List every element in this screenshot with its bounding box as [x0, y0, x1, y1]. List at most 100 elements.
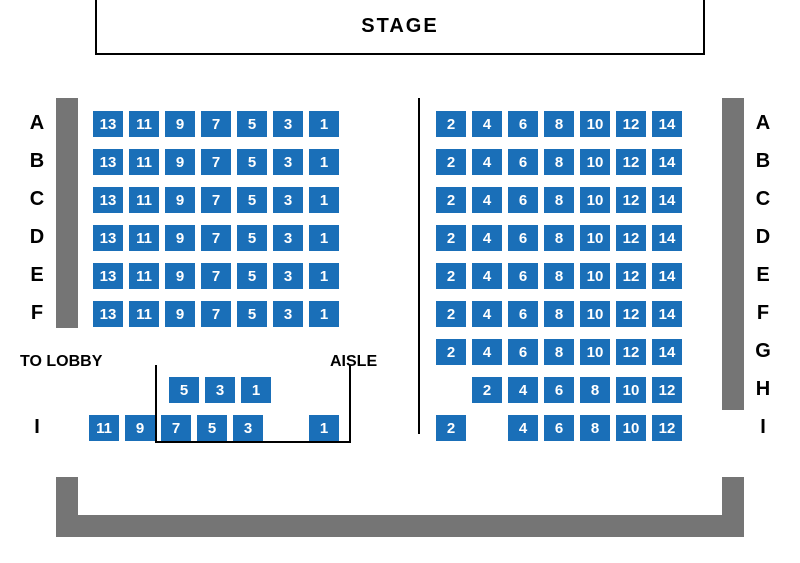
- seat-12[interactable]: 12: [651, 414, 683, 442]
- seat-14[interactable]: 14: [651, 338, 683, 366]
- seat-7[interactable]: 7: [200, 110, 232, 138]
- seat-11[interactable]: 11: [88, 414, 120, 442]
- seat-1[interactable]: 1: [308, 224, 340, 252]
- seat-12[interactable]: 12: [615, 300, 647, 328]
- seat-11[interactable]: 11: [128, 110, 160, 138]
- seat-6[interactable]: 6: [507, 338, 539, 366]
- seat-9[interactable]: 9: [164, 186, 196, 214]
- seat-6[interactable]: 6: [507, 110, 539, 138]
- seat-10[interactable]: 10: [579, 262, 611, 290]
- seat-12[interactable]: 12: [615, 224, 647, 252]
- seat-10[interactable]: 10: [579, 338, 611, 366]
- seat-7[interactable]: 7: [200, 224, 232, 252]
- seat-7[interactable]: 7: [200, 186, 232, 214]
- seat-2[interactable]: 2: [435, 148, 467, 176]
- seat-10[interactable]: 10: [579, 110, 611, 138]
- seat-6[interactable]: 6: [507, 262, 539, 290]
- seat-14[interactable]: 14: [651, 300, 683, 328]
- seat-5[interactable]: 5: [236, 148, 268, 176]
- seat-3[interactable]: 3: [272, 224, 304, 252]
- seat-10[interactable]: 10: [579, 300, 611, 328]
- seat-14[interactable]: 14: [651, 148, 683, 176]
- seat-2[interactable]: 2: [435, 414, 467, 442]
- seat-10[interactable]: 10: [615, 414, 647, 442]
- seat-11[interactable]: 11: [128, 186, 160, 214]
- seat-4[interactable]: 4: [471, 262, 503, 290]
- seat-10[interactable]: 10: [579, 224, 611, 252]
- seat-11[interactable]: 11: [128, 300, 160, 328]
- seat-12[interactable]: 12: [615, 262, 647, 290]
- seat-4[interactable]: 4: [471, 224, 503, 252]
- seat-2[interactable]: 2: [435, 262, 467, 290]
- seat-10[interactable]: 10: [579, 186, 611, 214]
- seat-9[interactable]: 9: [164, 148, 196, 176]
- seat-8[interactable]: 8: [579, 376, 611, 404]
- seat-2[interactable]: 2: [471, 376, 503, 404]
- seat-6[interactable]: 6: [507, 300, 539, 328]
- seat-2[interactable]: 2: [435, 300, 467, 328]
- seat-1[interactable]: 1: [308, 148, 340, 176]
- seat-7[interactable]: 7: [200, 300, 232, 328]
- seat-6[interactable]: 6: [507, 186, 539, 214]
- seat-8[interactable]: 8: [579, 414, 611, 442]
- seat-1[interactable]: 1: [308, 110, 340, 138]
- seat-8[interactable]: 8: [543, 110, 575, 138]
- seat-1[interactable]: 1: [308, 300, 340, 328]
- seat-5[interactable]: 5: [236, 300, 268, 328]
- seat-14[interactable]: 14: [651, 224, 683, 252]
- seat-4[interactable]: 4: [507, 376, 539, 404]
- seat-11[interactable]: 11: [128, 262, 160, 290]
- seat-8[interactable]: 8: [543, 148, 575, 176]
- seat-12[interactable]: 12: [651, 376, 683, 404]
- seat-4[interactable]: 4: [471, 148, 503, 176]
- seat-14[interactable]: 14: [651, 186, 683, 214]
- seat-9[interactable]: 9: [164, 300, 196, 328]
- seat-3[interactable]: 3: [272, 300, 304, 328]
- seat-3[interactable]: 3: [272, 186, 304, 214]
- seat-10[interactable]: 10: [579, 148, 611, 176]
- seat-13[interactable]: 13: [92, 300, 124, 328]
- seat-13[interactable]: 13: [92, 110, 124, 138]
- seat-4[interactable]: 4: [471, 338, 503, 366]
- seat-1[interactable]: 1: [308, 186, 340, 214]
- seat-6[interactable]: 6: [507, 148, 539, 176]
- seat-12[interactable]: 12: [615, 110, 647, 138]
- seat-8[interactable]: 8: [543, 338, 575, 366]
- seat-8[interactable]: 8: [543, 224, 575, 252]
- seat-6[interactable]: 6: [543, 376, 575, 404]
- seat-14[interactable]: 14: [651, 262, 683, 290]
- seat-13[interactable]: 13: [92, 148, 124, 176]
- seat-9[interactable]: 9: [164, 224, 196, 252]
- seat-6[interactable]: 6: [507, 224, 539, 252]
- seat-5[interactable]: 5: [236, 186, 268, 214]
- seat-4[interactable]: 4: [471, 110, 503, 138]
- seat-3[interactable]: 3: [272, 148, 304, 176]
- seat-13[interactable]: 13: [92, 262, 124, 290]
- seat-2[interactable]: 2: [435, 110, 467, 138]
- seat-14[interactable]: 14: [651, 110, 683, 138]
- seat-7[interactable]: 7: [200, 148, 232, 176]
- seat-2[interactable]: 2: [435, 338, 467, 366]
- seat-11[interactable]: 11: [128, 148, 160, 176]
- seat-5[interactable]: 5: [236, 262, 268, 290]
- seat-1[interactable]: 1: [308, 262, 340, 290]
- seat-11[interactable]: 11: [128, 224, 160, 252]
- seat-8[interactable]: 8: [543, 300, 575, 328]
- seat-9[interactable]: 9: [124, 414, 156, 442]
- seat-8[interactable]: 8: [543, 262, 575, 290]
- seat-4[interactable]: 4: [471, 300, 503, 328]
- seat-13[interactable]: 13: [92, 186, 124, 214]
- seat-8[interactable]: 8: [543, 186, 575, 214]
- seat-5[interactable]: 5: [236, 224, 268, 252]
- seat-6[interactable]: 6: [543, 414, 575, 442]
- seat-3[interactable]: 3: [272, 110, 304, 138]
- seat-7[interactable]: 7: [200, 262, 232, 290]
- seat-5[interactable]: 5: [236, 110, 268, 138]
- seat-12[interactable]: 12: [615, 148, 647, 176]
- seat-12[interactable]: 12: [615, 338, 647, 366]
- seat-10[interactable]: 10: [615, 376, 647, 404]
- seat-4[interactable]: 4: [507, 414, 539, 442]
- seat-2[interactable]: 2: [435, 224, 467, 252]
- seat-13[interactable]: 13: [92, 224, 124, 252]
- seat-3[interactable]: 3: [272, 262, 304, 290]
